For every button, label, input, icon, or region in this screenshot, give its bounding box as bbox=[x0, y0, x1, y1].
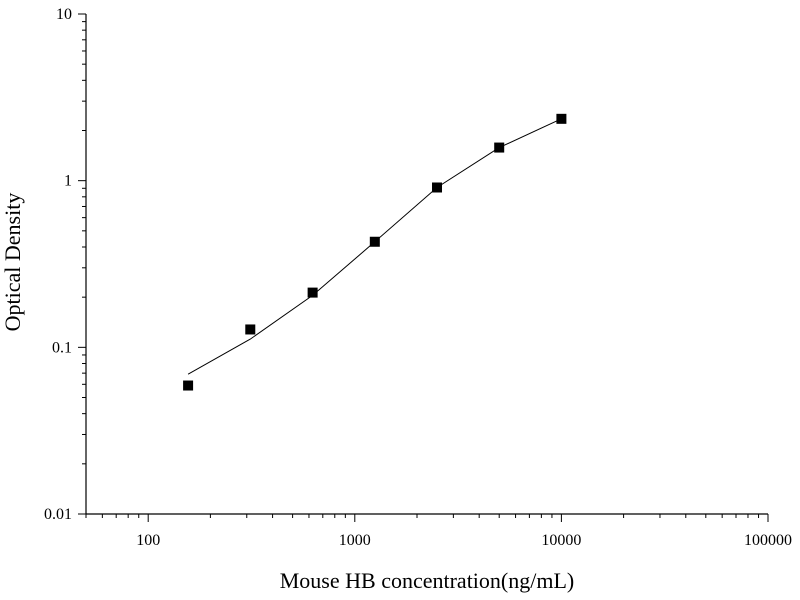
data-points bbox=[183, 113, 567, 391]
axes: 100 1000 10000 100000 0.01 0.1 1 10 bbox=[44, 6, 792, 549]
data-point bbox=[432, 182, 443, 193]
data-point bbox=[494, 142, 505, 153]
x-axis-title: Mouse HB concentration(ng/mL) bbox=[280, 568, 575, 593]
y-tick-label: 0.1 bbox=[52, 339, 72, 356]
data-point bbox=[369, 236, 380, 247]
x-tick-label: 1000 bbox=[339, 532, 371, 549]
x-tick-label: 100000 bbox=[744, 532, 792, 549]
y-tick-label: 0.01 bbox=[44, 506, 72, 523]
y-tick-label: 1 bbox=[64, 173, 72, 190]
data-point bbox=[307, 287, 318, 298]
data-point bbox=[245, 324, 256, 335]
y-axis-title: Optical Density bbox=[0, 193, 25, 332]
x-tick-label: 10000 bbox=[541, 532, 581, 549]
data-point bbox=[183, 380, 194, 391]
x-tick-label: 100 bbox=[136, 532, 160, 549]
y-tick-label: 10 bbox=[56, 6, 72, 23]
data-point bbox=[556, 113, 567, 124]
